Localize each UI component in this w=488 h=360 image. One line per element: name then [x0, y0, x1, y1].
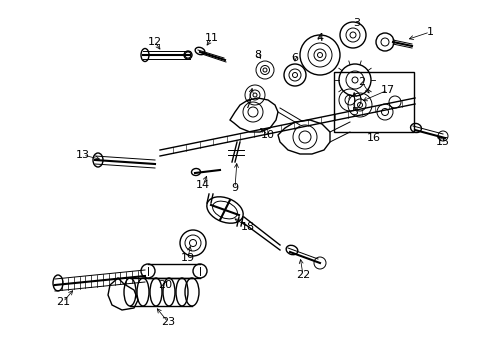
Text: 20: 20	[158, 280, 172, 290]
Text: 15: 15	[435, 137, 449, 147]
Text: 14: 14	[196, 180, 210, 190]
Text: 11: 11	[204, 33, 219, 43]
Text: 13: 13	[76, 150, 90, 160]
Text: 17: 17	[380, 85, 394, 95]
Text: 23: 23	[161, 317, 175, 327]
Bar	[333, 72, 413, 132]
Text: 9: 9	[231, 183, 238, 193]
Text: 2: 2	[358, 77, 365, 87]
Text: 18: 18	[241, 222, 255, 232]
Text: 21: 21	[56, 297, 70, 307]
Text: 19: 19	[181, 253, 195, 263]
Text: 1: 1	[426, 27, 433, 37]
Text: 3: 3	[353, 18, 360, 28]
Text: 16: 16	[366, 133, 380, 143]
Text: 5: 5	[351, 107, 358, 117]
Text: 10: 10	[261, 130, 274, 140]
Text: 22: 22	[295, 270, 309, 280]
Text: 7: 7	[244, 100, 251, 110]
Text: 12: 12	[148, 37, 162, 47]
Text: 8: 8	[254, 50, 261, 60]
Text: 6: 6	[291, 53, 298, 63]
Text: 4: 4	[316, 33, 323, 43]
